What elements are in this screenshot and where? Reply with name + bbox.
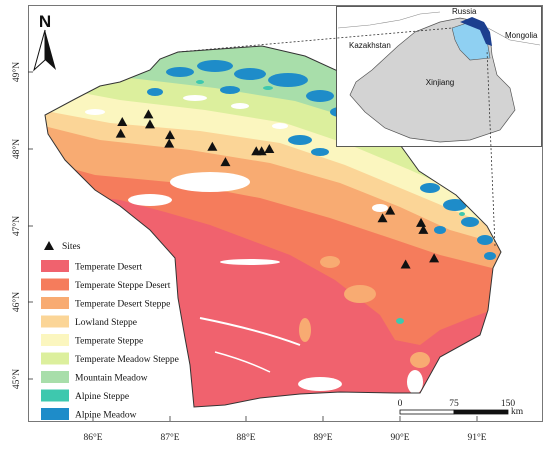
desert-steppe-patches xyxy=(299,256,430,368)
lon-label-91: 91°E xyxy=(467,432,486,443)
legend-swatch xyxy=(41,371,69,383)
site-marker xyxy=(385,205,396,215)
site-marker xyxy=(115,128,126,138)
legend: Sites Temperate Desert Temperate Steppe D… xyxy=(41,241,179,421)
alpine-meadow-patches xyxy=(147,60,496,260)
site-marker xyxy=(207,141,218,151)
legend-swatch xyxy=(41,260,69,272)
lat-label-46: 46°N xyxy=(11,292,22,312)
legend-label: Mountain Meadow xyxy=(75,374,148,384)
inset-label-xinjiang: Xinjiang xyxy=(426,78,454,87)
inset-map: Russia Kazakhstan Mongolia Xinjiang xyxy=(336,6,542,147)
inset-label-mongolia: Mongolia xyxy=(505,31,538,40)
site-marker xyxy=(256,146,267,156)
lon-label-87: 87°E xyxy=(160,432,179,443)
site-marker xyxy=(220,157,231,167)
site-marker xyxy=(264,144,275,153)
scale-tick-150: 150 xyxy=(501,399,516,409)
latitude-labels: 49°N 48°N 47°N 46°N 45°N xyxy=(11,62,22,389)
temperate-meadow-steppe-zone xyxy=(45,60,501,218)
legend-label: Temperate Steppe xyxy=(75,337,143,347)
lon-label-90: 90°E xyxy=(390,432,409,443)
study-area-boundary xyxy=(44,45,502,408)
lat-label-47: 47°N xyxy=(11,216,22,236)
legend-label: Lowland Steppe xyxy=(75,318,137,328)
lowland-steppe-zone xyxy=(45,105,501,250)
legend-sites-label: Sites xyxy=(62,242,81,252)
lon-label-88: 88°E xyxy=(236,432,255,443)
lat-label-48: 48°N xyxy=(11,139,22,159)
legend-swatch xyxy=(41,389,69,402)
north-arrow: N xyxy=(33,12,56,72)
temperate-desert-steppe-zone xyxy=(45,120,501,275)
north-letter: N xyxy=(39,12,51,31)
sites-layer xyxy=(115,109,440,269)
temperate-steppe-zone xyxy=(45,80,501,237)
legend-swatch xyxy=(41,408,69,420)
scale-bar: 0 75 150 km xyxy=(398,399,524,417)
legend-swatch xyxy=(41,334,69,346)
unvegetated-patches xyxy=(85,95,423,394)
site-marker xyxy=(377,213,388,223)
frame-ticks xyxy=(28,71,478,421)
legend-label: Temperate Meadow Steppe xyxy=(75,355,179,365)
site-marker xyxy=(144,119,155,129)
scale-tick-75: 75 xyxy=(449,399,459,409)
site-marker xyxy=(164,138,175,148)
lon-label-86: 86°E xyxy=(83,432,102,443)
site-marker xyxy=(117,117,128,127)
legend-swatch xyxy=(41,315,69,328)
legend-label: Temperate Desert Steppe xyxy=(75,300,170,310)
inset-connector-lines xyxy=(177,27,496,247)
site-marker xyxy=(400,259,411,269)
legend-label: Alpine Steppe xyxy=(75,392,129,402)
legend-label: Alpine Meadow xyxy=(75,411,137,421)
legend-label: Temperate Steppe Desert xyxy=(75,281,171,291)
legend-swatch xyxy=(41,278,69,291)
lon-label-89: 89°E xyxy=(313,432,332,443)
lat-label-49: 49°N xyxy=(11,62,22,82)
study-area-highlight-dark xyxy=(460,17,492,46)
alpine-steppe-patches xyxy=(196,80,465,324)
north-arrow-icon xyxy=(45,30,56,70)
longitude-labels: 86°E 87°E 88°E 89°E 90°E 91°E xyxy=(83,432,486,443)
inset-label-russia: Russia xyxy=(452,7,477,16)
scale-tick-0: 0 xyxy=(398,399,403,409)
site-marker xyxy=(165,130,175,140)
site-marker xyxy=(416,217,427,227)
site-marker xyxy=(143,109,154,119)
scale-unit: km xyxy=(511,407,524,417)
legend-label: Temperate Desert xyxy=(75,263,142,273)
legend-swatch xyxy=(41,352,69,365)
lat-label-45: 45°N xyxy=(11,369,22,389)
site-marker xyxy=(429,253,440,263)
site-marker xyxy=(418,224,429,234)
inset-label-kazakhstan: Kazakhstan xyxy=(349,41,391,50)
legend-sites-icon xyxy=(44,241,54,250)
legend-swatch xyxy=(41,297,69,309)
